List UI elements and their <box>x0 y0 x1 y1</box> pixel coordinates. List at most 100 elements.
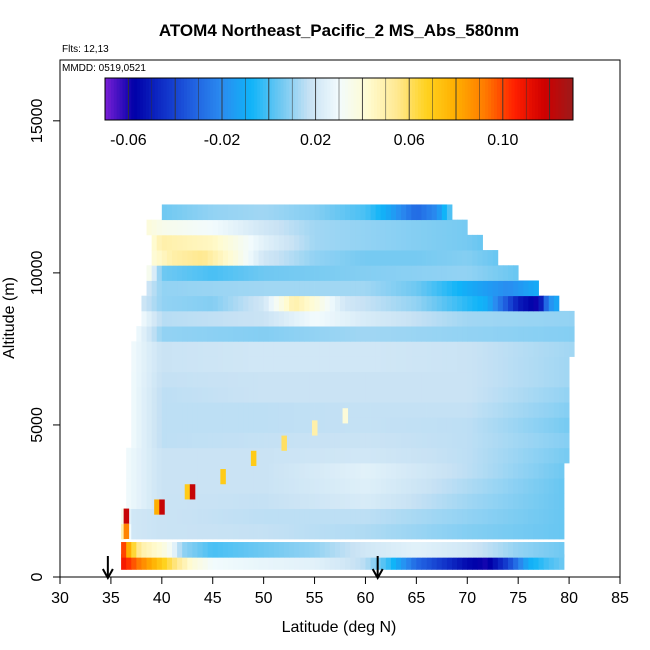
heatmap-cell <box>436 265 443 281</box>
heatmap-cell <box>304 341 310 357</box>
heatmap-cell <box>202 386 209 403</box>
heatmap-cell <box>233 478 239 494</box>
heatmap-cell <box>385 417 392 433</box>
heatmap-cell <box>497 478 504 494</box>
heatmap-cell <box>543 371 550 388</box>
heatmap-cell <box>202 417 209 433</box>
heatmap-cell <box>406 386 412 403</box>
heatmap-cell <box>289 219 295 236</box>
heatmap-cell <box>508 542 514 558</box>
highlight-cell <box>342 408 349 424</box>
colorbar-segment <box>523 78 527 120</box>
heatmap-cell <box>421 250 427 266</box>
heatmap-cell <box>192 462 198 479</box>
heatmap-cell <box>156 462 163 479</box>
heatmap-cell <box>548 447 555 464</box>
heatmap-cell <box>243 417 249 433</box>
heatmap-cell <box>350 386 356 403</box>
heatmap-cell <box>548 432 555 449</box>
heatmap-cell <box>284 554 290 570</box>
heatmap-cell <box>268 371 275 388</box>
heatmap-cell <box>324 447 331 464</box>
heatmap-cell <box>390 326 397 342</box>
heatmap-cell <box>233 402 239 418</box>
heatmap-cell <box>502 447 509 464</box>
heatmap-cell <box>553 554 560 570</box>
heatmap-cell <box>457 432 463 449</box>
heatmap-cell <box>482 295 489 312</box>
heatmap-cell <box>273 447 280 464</box>
heatmap-cell <box>365 356 371 373</box>
heatmap-cell <box>390 493 397 509</box>
heatmap-cell <box>161 295 168 312</box>
heatmap-cell <box>238 386 244 403</box>
heatmap-cell <box>482 386 489 403</box>
heatmap-cell <box>192 493 198 509</box>
heatmap-cell <box>217 265 224 281</box>
heatmap-cell <box>564 402 570 418</box>
chart-title: ATOM4 Northeast_Pacific_2 MS_Abs_580nm <box>159 21 519 40</box>
heatmap-cell <box>350 478 356 494</box>
heatmap-cell <box>390 356 397 373</box>
heatmap-cell <box>222 219 229 236</box>
heatmap-cell <box>396 493 402 509</box>
heatmap-cell <box>319 250 326 266</box>
heatmap-cell <box>345 356 351 373</box>
heatmap-cell <box>350 326 356 342</box>
heatmap-cell <box>212 371 219 388</box>
heatmap-cell <box>396 508 402 525</box>
heatmap-cell <box>401 402 407 418</box>
heatmap-cell <box>172 234 178 251</box>
heatmap-cell <box>426 447 433 464</box>
colorbar-segment <box>283 78 287 120</box>
heatmap-cell <box>182 265 188 281</box>
heatmap-cell <box>212 432 219 449</box>
heatmap-cell <box>416 478 422 494</box>
heatmap-cell <box>187 204 193 221</box>
heatmap-cell <box>380 219 387 236</box>
heatmap-cell <box>319 310 326 327</box>
heatmap-cell <box>207 204 214 221</box>
heatmap-cell <box>477 542 483 558</box>
heatmap-cell <box>396 478 402 494</box>
heatmap-cell <box>197 265 203 281</box>
heatmap-cell <box>248 310 254 327</box>
heatmap-cell <box>131 508 137 525</box>
heatmap-cell <box>385 356 392 373</box>
heatmap-cell <box>222 310 229 327</box>
heatmap-cell <box>385 493 392 509</box>
colorbar-segment <box>201 78 205 120</box>
highlight-cell <box>281 435 287 451</box>
heatmap-cell <box>467 402 473 418</box>
heatmap-cell <box>528 523 534 540</box>
heatmap-cell <box>172 219 178 236</box>
heatmap-cell <box>401 326 407 342</box>
heatmap-cell <box>385 523 392 540</box>
heatmap-cell <box>416 265 422 281</box>
colorbar-segment <box>172 78 176 120</box>
heatmap-cell <box>289 508 295 525</box>
heatmap-cell <box>161 326 168 342</box>
heatmap-cell <box>472 356 478 373</box>
heatmap-cell <box>543 432 550 449</box>
heatmap-cell <box>309 478 315 494</box>
heatmap-cell <box>558 417 565 433</box>
heatmap-cell <box>360 447 366 464</box>
heatmap-cell <box>462 493 468 509</box>
heatmap-cell <box>299 341 305 357</box>
colorbar-segment <box>186 78 191 120</box>
heatmap-cell <box>304 542 310 558</box>
heatmap-cell <box>268 250 275 266</box>
heatmap-cell <box>446 447 453 464</box>
heatmap-cell <box>533 326 539 342</box>
colorbar-segment <box>119 78 124 120</box>
heatmap-cell <box>502 295 509 312</box>
heatmap-cell <box>207 371 214 388</box>
heatmap-cell <box>416 523 422 540</box>
heatmap-cell <box>467 493 473 509</box>
heatmap-cell <box>299 295 305 312</box>
heatmap-cell <box>502 265 509 281</box>
heatmap-cell <box>289 341 295 357</box>
x-tick-label: 40 <box>153 590 171 607</box>
heatmap-cell <box>161 417 168 433</box>
